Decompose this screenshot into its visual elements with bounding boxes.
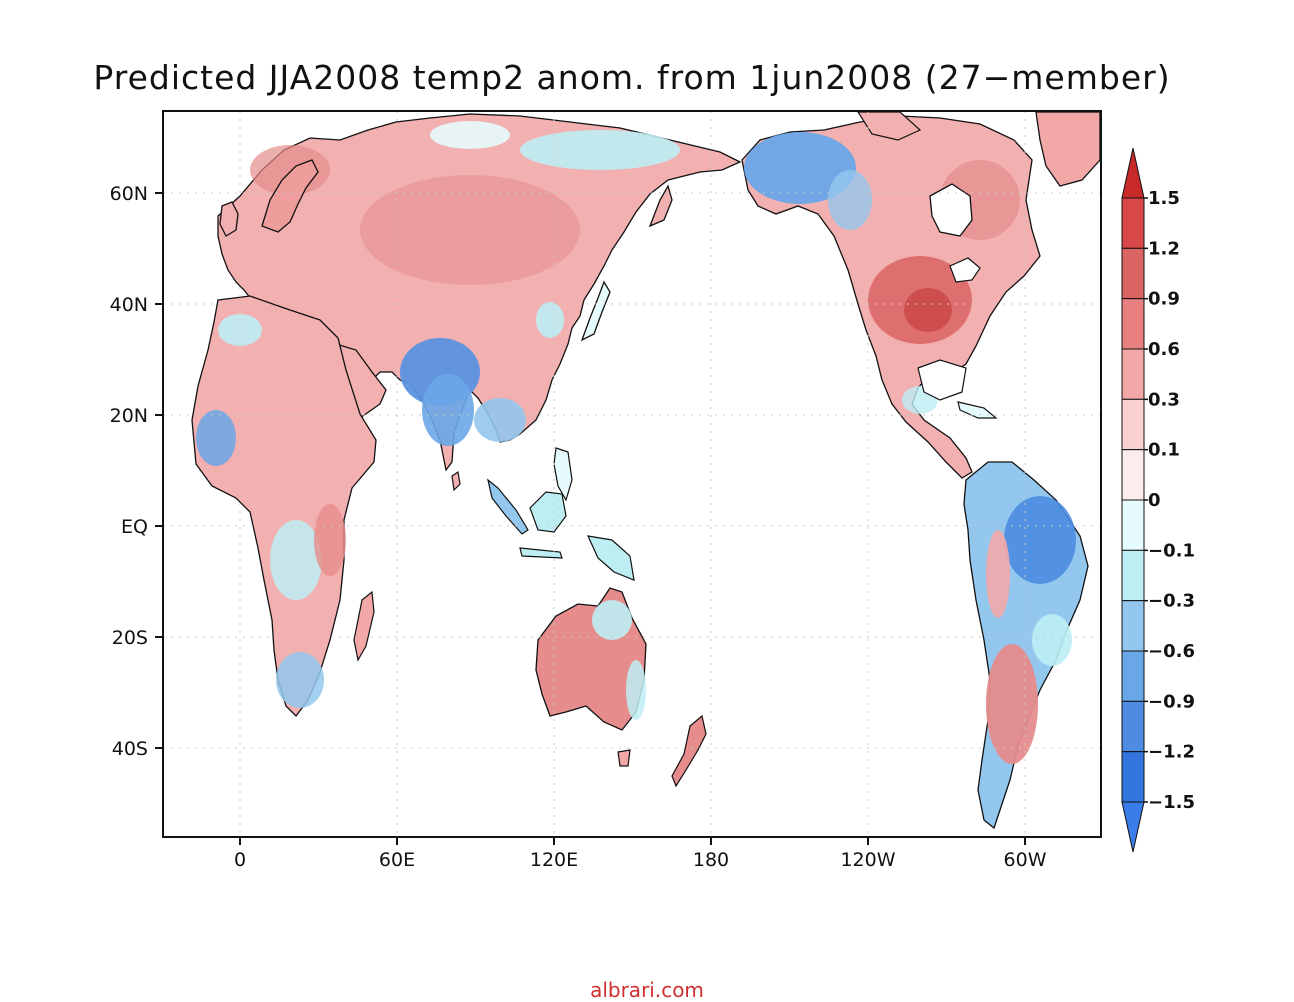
colorbar-label: 1.2 bbox=[1148, 238, 1180, 259]
indochina-cold-patch bbox=[474, 398, 526, 442]
y-tick-label: 20S bbox=[112, 627, 148, 649]
scandinavia-landmass bbox=[261, 159, 319, 233]
x-tick-label: 60W bbox=[1004, 849, 1047, 871]
new-guinea bbox=[586, 535, 635, 581]
x-tick-label: 120E bbox=[530, 849, 578, 871]
india-cold-patch bbox=[422, 374, 474, 446]
y-tick-label: 40S bbox=[112, 738, 148, 760]
colorbar-segment bbox=[1121, 449, 1145, 501]
colorbar-segment bbox=[1121, 247, 1145, 300]
colorbar-label: 0.9 bbox=[1148, 289, 1180, 310]
new-zealand bbox=[671, 714, 707, 788]
colorbar-bottom-arrow bbox=[1121, 801, 1145, 853]
map-grid bbox=[163, 111, 1101, 837]
great-lakes bbox=[949, 257, 981, 283]
gulf-of-mexico bbox=[917, 359, 967, 401]
watermark: albrari.com bbox=[590, 978, 704, 1002]
australia-north-cold-patch bbox=[592, 600, 632, 640]
colorbar-label: −1.5 bbox=[1148, 792, 1195, 813]
south-africa-cold-patch bbox=[276, 652, 324, 708]
colorbar-segment bbox=[1121, 549, 1145, 602]
japan-islands bbox=[580, 280, 611, 342]
colorbar-segment bbox=[1121, 348, 1145, 400]
east-china-cold-patch bbox=[536, 302, 564, 338]
colorbar-label: −1.2 bbox=[1148, 742, 1195, 763]
colorbar-segment bbox=[1121, 600, 1145, 652]
central-usa-strong-warm-patch bbox=[904, 288, 952, 332]
colorbar-label: 0.6 bbox=[1148, 339, 1180, 360]
colorbar-segment bbox=[1121, 499, 1145, 551]
colorbar-label: 1.5 bbox=[1148, 188, 1180, 209]
colorbar-label: 0.1 bbox=[1148, 440, 1180, 461]
nw-africa-cold-patch bbox=[218, 314, 262, 346]
tick-marks bbox=[155, 192, 1026, 845]
colorbar-label: 0 bbox=[1148, 490, 1161, 511]
color-bar: 1.5 1.2 0.9 0.6 0.3 0.1 0 −0.1 −0.3 −0.6 −0.9 −1.2 −… bbox=[1121, 147, 1195, 853]
x-tick-label: 0 bbox=[234, 849, 246, 871]
patagonia-warm-patch bbox=[986, 644, 1038, 764]
colorbar-segment bbox=[1121, 398, 1145, 451]
africa-landmass bbox=[191, 295, 377, 717]
australia-east-cold-patch bbox=[626, 660, 646, 720]
british-isles bbox=[219, 201, 239, 237]
y-tick-label: EQ bbox=[121, 516, 148, 538]
java bbox=[519, 547, 563, 559]
sri-lanka bbox=[451, 470, 461, 492]
cuba bbox=[957, 401, 998, 419]
south-brazil-cold-patch bbox=[1032, 614, 1072, 666]
siberia-warm-patch bbox=[360, 175, 580, 285]
madagascar bbox=[353, 590, 375, 662]
land-layer bbox=[191, 111, 1101, 830]
colorbar-top-arrow bbox=[1121, 147, 1145, 199]
colorbar-label: −0.1 bbox=[1148, 540, 1195, 561]
sumatra bbox=[487, 478, 529, 535]
brazil-strong-cold-patch bbox=[1004, 496, 1076, 584]
tasmania bbox=[617, 749, 631, 767]
west-africa-cold-patch bbox=[196, 410, 236, 466]
arctic-coast-cold-patch bbox=[520, 130, 680, 170]
borneo bbox=[529, 491, 567, 533]
x-tick-label: 180 bbox=[693, 849, 729, 871]
andes-warm-patch bbox=[986, 530, 1010, 618]
x-tick-label: 60E bbox=[379, 849, 415, 871]
colorbar-label: 0.3 bbox=[1148, 389, 1180, 410]
colorbar-label: −0.6 bbox=[1148, 641, 1195, 662]
central-africa-cold-patch bbox=[270, 520, 322, 600]
colorbar-segment bbox=[1121, 650, 1145, 702]
colorbar-segment bbox=[1121, 700, 1145, 753]
hudson-bay bbox=[929, 183, 973, 237]
chart-title: Predicted JJA2008 temp2 anom. from 1jun2… bbox=[93, 58, 1171, 97]
colorbar-segment bbox=[1121, 197, 1145, 249]
x-tick-label: 120W bbox=[840, 849, 895, 871]
canada-cold-patch bbox=[828, 170, 872, 230]
colorbar-label: −0.3 bbox=[1148, 591, 1195, 612]
arctic-coast-cold-patch-2 bbox=[430, 121, 510, 149]
kamchatka-peninsula bbox=[648, 184, 673, 228]
colorbar-segment bbox=[1121, 751, 1145, 803]
alaska-cold-patch bbox=[744, 132, 856, 204]
y-tick-label: 20N bbox=[110, 405, 148, 427]
colorbar-segment bbox=[1121, 298, 1145, 350]
colorbar-label: −0.9 bbox=[1148, 691, 1195, 712]
y-tick-label: 40N bbox=[110, 294, 148, 316]
east-africa-warm-patch bbox=[314, 504, 346, 576]
y-tick-label: 60N bbox=[110, 183, 148, 205]
plot-frame bbox=[162, 110, 1102, 838]
